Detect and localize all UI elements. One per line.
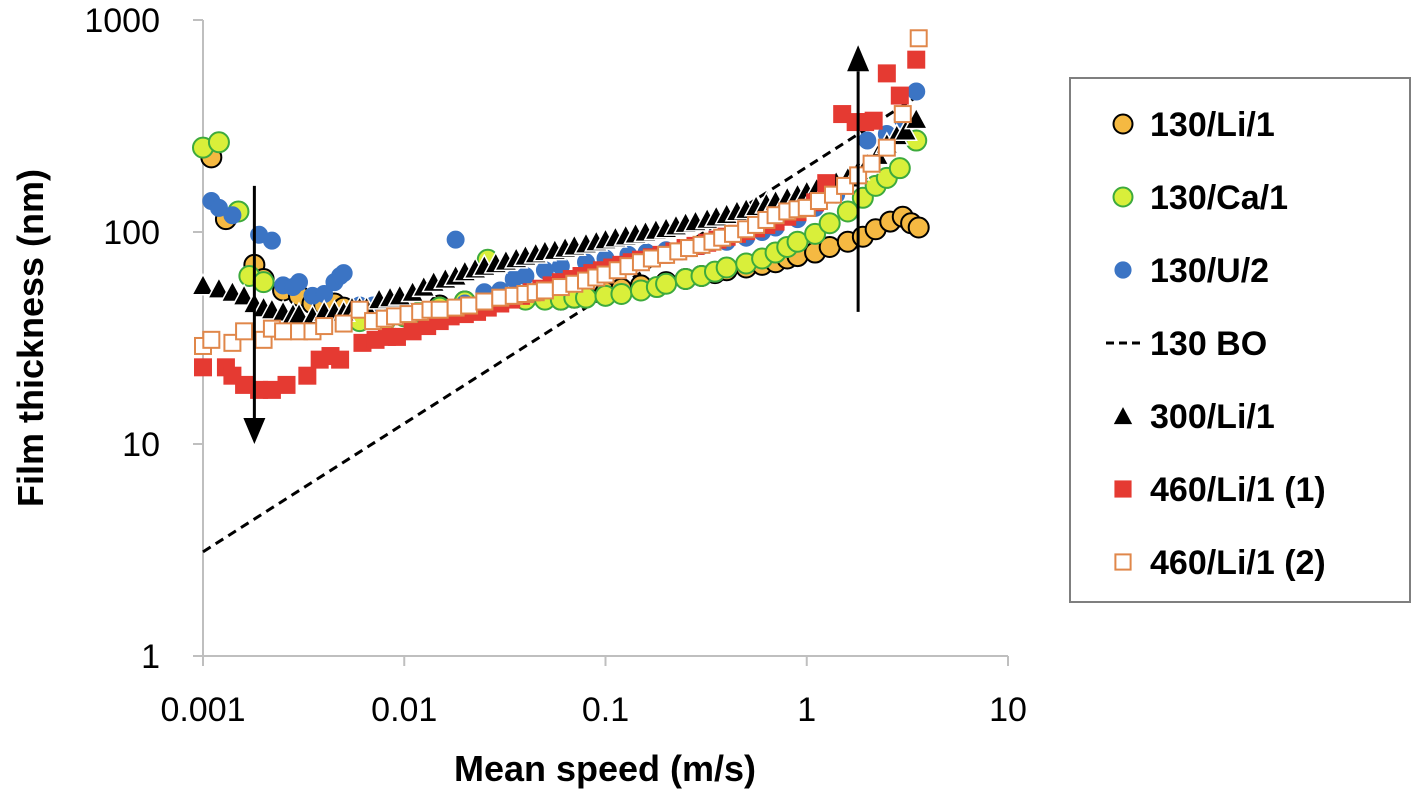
data-point [877, 64, 896, 83]
data-point [277, 375, 296, 394]
legend-label: 460/Li/1 (2) [1150, 544, 1326, 582]
data-point [655, 272, 678, 295]
data-points [190, 29, 930, 399]
data-point [460, 296, 479, 315]
data-point [907, 216, 930, 239]
annotation-arrows [243, 45, 870, 444]
y-tick-label: 1000 [84, 2, 160, 40]
data-point [387, 327, 406, 346]
data-point [446, 230, 465, 249]
legend-item: 300/Li/1 [1111, 398, 1275, 436]
legend-item: 460/Li/1 (2) [1114, 544, 1326, 582]
legend-label: 130/Ca/1 [1150, 179, 1288, 217]
x-tick-label: 10 [989, 691, 1027, 729]
y-tick-label: 1 [141, 638, 160, 676]
legend-swatch [1114, 553, 1132, 571]
legend-swatch [1112, 113, 1134, 135]
data-point [274, 322, 293, 341]
data-point [877, 138, 896, 157]
data-point [890, 86, 909, 105]
data-point [893, 118, 918, 141]
legend-item: 460/Li/1 (1) [1114, 471, 1326, 509]
legend-swatch [1114, 480, 1132, 498]
data-point [315, 317, 334, 336]
data-point [888, 157, 911, 180]
data-point [290, 273, 309, 292]
x-tick-label: 1 [797, 691, 816, 729]
data-point [836, 176, 855, 195]
legend-item: 130/Ca/1 [1112, 179, 1288, 217]
ticks: 0.001 0.01 0.1 1 10 1 10 100 1000 [84, 2, 1027, 729]
annotation-arrow-head [243, 418, 266, 444]
data-point [858, 131, 877, 150]
data-point [235, 375, 254, 394]
data-point [430, 300, 449, 319]
legend-swatch [1114, 261, 1132, 279]
data-point [804, 222, 827, 245]
y-tick-label: 100 [103, 214, 160, 252]
data-point [535, 281, 554, 300]
data-point [331, 350, 350, 369]
x-tick-label: 0.001 [160, 691, 245, 729]
data-point [907, 50, 926, 69]
data-point [475, 292, 494, 311]
legend-label: 300/Li/1 [1150, 398, 1275, 436]
data-point [206, 276, 232, 299]
legend: 130/Li/1 130/Ca/1 130/U/2 130 BO 300/Li/1 460… [1069, 77, 1411, 603]
data-point [194, 358, 212, 377]
data-point [535, 261, 554, 280]
data-point [334, 264, 353, 283]
x-axis-title: Mean speed (m/s) [454, 748, 756, 789]
data-point [350, 300, 369, 319]
data-point [298, 366, 317, 385]
reference-line-group [202, 94, 920, 554]
legend-swatch [1112, 186, 1134, 208]
legend-label: 460/Li/1 (1) [1150, 471, 1326, 509]
data-point [516, 267, 535, 286]
data-point [862, 154, 881, 173]
data-point [610, 282, 633, 305]
data-point [334, 314, 353, 333]
data-point [252, 271, 275, 294]
legend-box [1069, 77, 1411, 603]
legend-label: 130 BO [1150, 325, 1267, 363]
legend-label: 130/U/2 [1150, 252, 1269, 290]
data-point [190, 272, 216, 296]
data-point [235, 322, 254, 341]
data-point [207, 131, 230, 154]
data-point [893, 105, 912, 124]
series-5 [194, 29, 928, 355]
legend-item: 130/U/2 [1114, 252, 1269, 290]
data-point [223, 206, 242, 225]
legend-label: 130/Li/1 [1150, 106, 1275, 144]
data-point [907, 82, 926, 101]
legend-item: 130/Li/1 [1112, 106, 1275, 144]
data-point [262, 231, 281, 250]
legend-swatch [1111, 403, 1135, 426]
x-tick-label: 0.01 [371, 691, 437, 729]
data-point [909, 29, 928, 48]
data-point [818, 212, 841, 235]
annotation-arrow-head [847, 45, 870, 72]
y-tick-label: 10 [122, 426, 160, 464]
x-tick-label: 0.1 [582, 691, 629, 729]
reference-line-130-bo [202, 94, 920, 554]
data-point [715, 256, 738, 279]
legend-item: 130 BO [1106, 325, 1267, 363]
data-point [202, 330, 221, 349]
y-axis-title: Film thickness (nm) [10, 169, 51, 507]
data-point [864, 111, 883, 130]
